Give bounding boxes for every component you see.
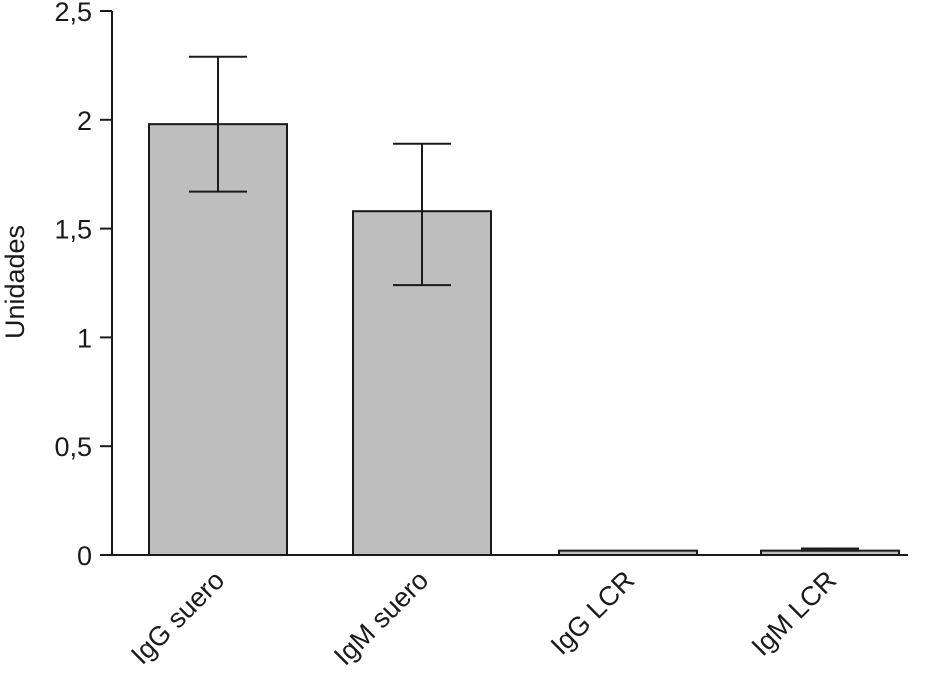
x-axis: IgG suero IgM suero IgG LCR IgM LCR [112, 554, 908, 671]
y-tick-label: 0 [77, 541, 92, 571]
x-tick-label: IgM suero [328, 565, 434, 671]
y-axis: 0 0,5 1 1,5 2 2,5 [54, 0, 113, 571]
x-tick-label: IgG LCR [545, 565, 640, 660]
y-tick-label: 1 [77, 323, 92, 353]
y-tick-label: 2 [77, 106, 92, 136]
bars-group [148, 55, 900, 557]
y-tick-label: 0,5 [54, 432, 92, 462]
y-tick-label: 1,5 [54, 215, 92, 245]
x-tick-label: IgM LCR [746, 565, 843, 662]
x-tick-label: IgG suero [125, 565, 230, 670]
y-tick-label: 2,5 [54, 0, 92, 27]
y-axis-title: Unidades [0, 225, 30, 339]
